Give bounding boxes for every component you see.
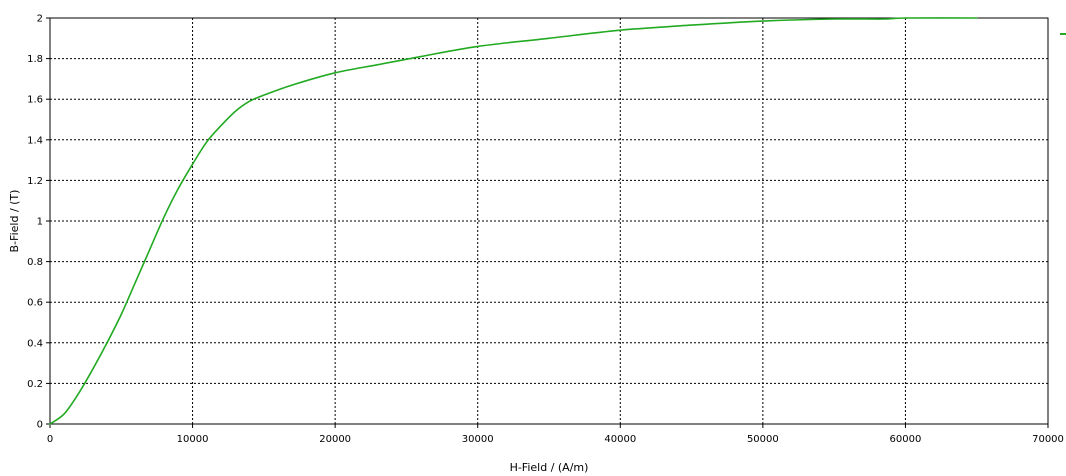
x-tick-label: 30000 [462, 434, 494, 445]
series-line [49, 17, 978, 425]
y-tick-label: 0.4 [27, 338, 43, 349]
y-tick-label: 1.8 [27, 54, 43, 65]
y-tick-label: 0.6 [27, 298, 43, 309]
x-tick-label: 40000 [604, 434, 636, 445]
y-tick-label: 0.8 [27, 257, 43, 268]
x-tick-label: 60000 [890, 434, 922, 445]
x-tick-label: 0 [47, 434, 53, 445]
y-tick-label: 1.4 [27, 135, 43, 146]
x-tick-label: 20000 [319, 434, 351, 445]
x-axis-title: H-Field / (A/m) [510, 461, 589, 474]
y-tick-label: 0 [37, 420, 43, 431]
y-axis-title: B-Field / (T) [8, 190, 21, 253]
y-tick-label: 1 [37, 217, 43, 228]
y-tick-label: 1.2 [27, 176, 43, 187]
y-tick-label: 0.2 [27, 379, 43, 390]
y-tick-label: 1.6 [27, 95, 43, 106]
plot-area [50, 18, 1048, 424]
series-layer [49, 17, 978, 425]
y-tick-label: 2 [37, 14, 43, 25]
x-tick-label: 10000 [177, 434, 209, 445]
x-tick-label: 50000 [747, 434, 779, 445]
x-tick-label: 70000 [1032, 434, 1064, 445]
axis-ticks: 0 10000 20000 30000 40000 50000 60000 70000 0 0.2… [27, 14, 1064, 446]
